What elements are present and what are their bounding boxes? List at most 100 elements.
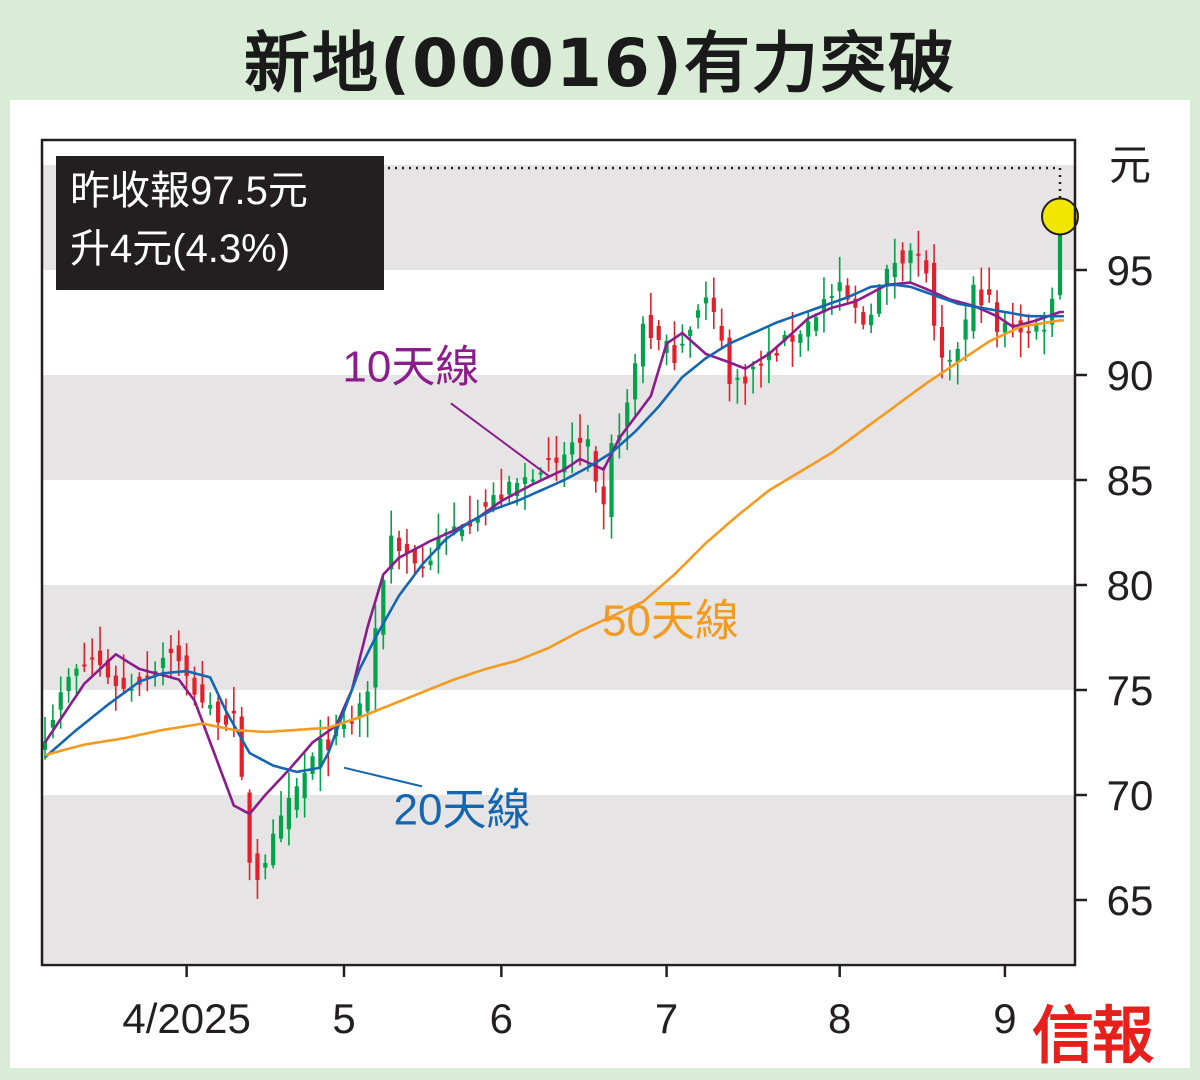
candle-body xyxy=(302,772,307,799)
candle-body xyxy=(428,560,433,566)
price-band xyxy=(42,375,1075,480)
candle-body xyxy=(562,454,567,473)
candle-body xyxy=(42,741,48,750)
candle-body xyxy=(452,526,457,532)
candle-body xyxy=(727,337,732,384)
candle-body xyxy=(475,518,480,523)
candle-body xyxy=(530,479,535,482)
candle-body xyxy=(979,289,984,306)
candle-body xyxy=(436,537,441,550)
y-tick-label: 85 xyxy=(1107,457,1154,504)
candle-body xyxy=(208,704,213,709)
candle-body xyxy=(758,363,764,366)
candle-body xyxy=(90,657,95,660)
candle-body xyxy=(971,284,976,332)
candle-body xyxy=(798,334,803,343)
x-tick-label: 7 xyxy=(655,995,678,1042)
price-band xyxy=(42,795,1075,900)
ma50-label: 50天線 xyxy=(602,596,739,645)
candle-body xyxy=(82,664,87,667)
candle-body xyxy=(546,457,551,460)
candle-body xyxy=(963,319,968,340)
candle-body xyxy=(404,543,410,554)
candle-body xyxy=(294,786,299,810)
ma10-label: 10天線 xyxy=(342,342,479,391)
candle-body xyxy=(121,677,126,689)
candle-body xyxy=(113,675,118,686)
candle-body xyxy=(271,833,276,866)
candle-body xyxy=(774,352,779,356)
candle-body xyxy=(703,297,709,304)
candle-body xyxy=(908,250,913,264)
y-tick-label: 95 xyxy=(1107,247,1154,294)
candle-body xyxy=(743,376,748,384)
candle-body xyxy=(924,260,929,274)
ma50-line xyxy=(44,319,1064,757)
candle-body xyxy=(766,351,771,361)
candle-body xyxy=(633,363,638,400)
close-price-text: 昨收報97.5元 xyxy=(70,169,308,213)
candle-body xyxy=(680,343,685,346)
candle-body xyxy=(318,738,323,768)
chart-title: 新地(00016)有力突破 xyxy=(244,25,956,102)
candle-body xyxy=(507,481,512,495)
candle-body xyxy=(1057,217,1063,296)
candle-body xyxy=(420,566,425,569)
y-tick-label: 70 xyxy=(1107,772,1154,819)
candle-body xyxy=(640,323,646,367)
candle-body xyxy=(1002,323,1008,333)
candle-body xyxy=(145,675,150,678)
candle-body xyxy=(58,692,63,710)
candle-body xyxy=(869,314,874,326)
candle-body xyxy=(349,721,354,724)
candle-body xyxy=(278,815,284,839)
x-tick-label: 8 xyxy=(828,995,851,1042)
y-unit-label: 元 xyxy=(1109,142,1151,189)
candle-body xyxy=(373,628,378,688)
candle-body xyxy=(585,439,591,447)
y-tick-label: 80 xyxy=(1107,562,1154,609)
change-text: 升4元(4.3%) xyxy=(70,227,291,271)
price-band xyxy=(42,900,1075,963)
candle-body xyxy=(216,701,221,723)
candle-body xyxy=(735,377,740,380)
candle-body xyxy=(672,345,677,364)
candle-body xyxy=(625,402,630,427)
candle-body xyxy=(310,756,315,775)
candle-body xyxy=(160,657,166,668)
hkej-logo: 信報 xyxy=(1032,999,1154,1072)
candle-body xyxy=(255,853,260,880)
candle-body xyxy=(286,797,292,830)
candle-body xyxy=(900,250,905,264)
price-band xyxy=(42,585,1075,690)
y-tick-label: 75 xyxy=(1107,667,1154,714)
candle-body xyxy=(601,486,606,505)
candle-body xyxy=(916,253,921,256)
candle-body xyxy=(66,676,71,692)
candle-body xyxy=(861,312,866,325)
candle-body xyxy=(577,437,583,443)
y-tick-label: 65 xyxy=(1107,877,1154,924)
candle-body xyxy=(389,535,394,570)
candle-body xyxy=(884,268,889,285)
candle-body xyxy=(239,716,244,777)
candle-body xyxy=(656,325,661,341)
candle-body xyxy=(412,548,417,564)
y-tick-label: 90 xyxy=(1107,352,1154,399)
candle-body xyxy=(1050,298,1055,325)
candle-body xyxy=(1042,329,1047,332)
candle-body xyxy=(97,650,103,665)
last-close-marker xyxy=(1041,197,1079,236)
close-info-box: 昨收報97.5元 升4元(4.3%) xyxy=(56,156,384,290)
candle-body xyxy=(326,739,331,751)
candle-body xyxy=(1026,331,1031,334)
candle-body xyxy=(168,648,173,654)
ma20-line xyxy=(44,283,1064,774)
ma20-leader xyxy=(343,766,423,788)
candle-body xyxy=(365,691,370,712)
candle-body xyxy=(719,325,724,341)
candle-body xyxy=(1034,325,1039,332)
candle-body xyxy=(483,502,488,507)
candle-body xyxy=(184,655,189,676)
x-tick-label: 6 xyxy=(490,995,513,1042)
